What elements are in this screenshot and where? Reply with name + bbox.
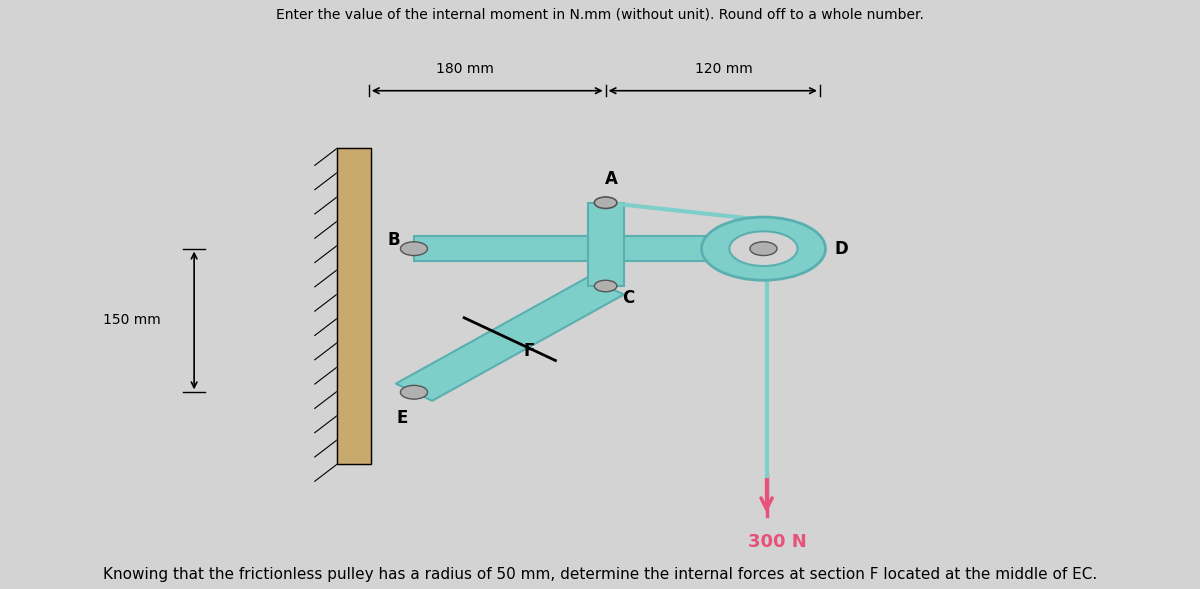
Text: C: C <box>623 289 635 307</box>
Polygon shape <box>396 277 624 401</box>
Text: B: B <box>388 231 401 249</box>
Circle shape <box>751 242 776 255</box>
Bar <box>337 148 371 464</box>
Circle shape <box>750 241 778 256</box>
Text: Knowing that the frictionless pulley has a radius of 50 mm, determine the intern: Knowing that the frictionless pulley has… <box>103 567 1097 583</box>
Text: 180 mm: 180 mm <box>436 62 493 77</box>
Text: Enter the value of the internal moment in N.mm (without unit). Round off to a wh: Enter the value of the internal moment i… <box>276 8 924 22</box>
Circle shape <box>730 231 798 266</box>
Circle shape <box>702 217 826 280</box>
Polygon shape <box>588 203 624 286</box>
Text: 120 mm: 120 mm <box>695 62 752 77</box>
Text: 300 N: 300 N <box>749 533 808 551</box>
Circle shape <box>401 241 427 256</box>
Text: A: A <box>605 170 618 188</box>
Circle shape <box>594 197 617 209</box>
Text: 150 mm: 150 mm <box>102 313 161 327</box>
Circle shape <box>401 385 427 399</box>
Bar <box>337 148 371 464</box>
Text: D: D <box>834 240 848 257</box>
Text: E: E <box>397 409 408 428</box>
Polygon shape <box>414 236 763 262</box>
Text: F: F <box>523 342 535 360</box>
Circle shape <box>594 280 617 292</box>
